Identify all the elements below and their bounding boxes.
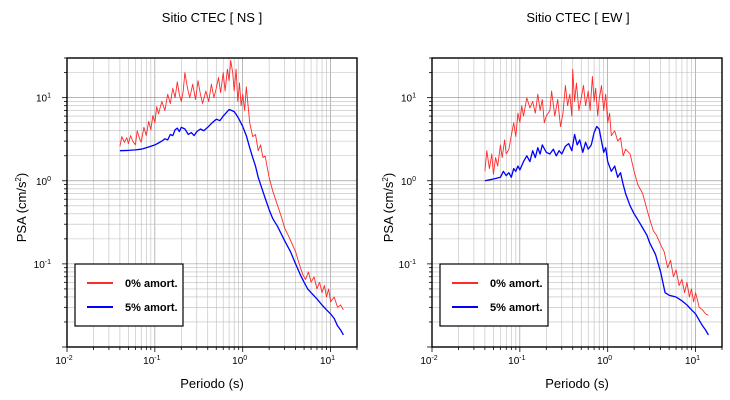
y-tick-label: 100: [401, 176, 416, 188]
ticks: [427, 57, 723, 352]
x-tick-base: 10: [508, 356, 520, 367]
x-tick-exponent: 1: [696, 355, 700, 362]
x-tick-label: 10-1: [508, 355, 525, 367]
y-tick-base: 10: [399, 260, 411, 271]
x-tick-label: 10-1: [143, 355, 160, 367]
chart-title: Sitio CTEC [ NS ]: [162, 10, 262, 25]
x-tick-base: 10: [320, 356, 332, 367]
x-tick-label: 10-2: [420, 355, 437, 367]
x-tick-label: 101: [685, 355, 700, 367]
y-axis-label-main: PSA (cm/s: [14, 181, 29, 242]
x-tick-label: 10-2: [55, 355, 72, 367]
y-tick-base: 10: [401, 177, 413, 188]
chart-ew: Sitio CTEC [ EW ]10-2 10-1 100 10110-110010…: [381, 10, 723, 391]
y-tick-base: 10: [34, 260, 46, 271]
grid: [66, 57, 358, 348]
legend-label: 0% amort.: [490, 278, 543, 290]
x-tick-base: 10: [420, 356, 432, 367]
x-tick-base: 10: [55, 356, 67, 367]
x-tick-base: 10: [232, 356, 244, 367]
x-tick-label: 101: [320, 355, 335, 367]
legend: 0% amort. 5% amort.: [74, 263, 184, 327]
legend-box: [74, 263, 184, 327]
y-tick-label: 101: [401, 93, 416, 105]
y-axis-label-end: ): [14, 173, 29, 177]
chart-ns: Sitio CTEC [ NS ]10-2 10-1 100 10110-110010…: [14, 10, 358, 391]
y-axis-label: PSA (cm/s2): [14, 173, 29, 242]
y-tick-exponent: -1: [45, 259, 51, 266]
x-tick-exponent: -2: [66, 355, 72, 362]
y-tick-exponent: 0: [412, 176, 416, 183]
y-tick-exponent: 1: [47, 93, 51, 100]
x-tick-exponent: 0: [243, 355, 247, 362]
x-tick-exponent: -2: [431, 355, 437, 362]
plot-frame: [66, 57, 358, 348]
y-axis-label-main: PSA (cm/s: [381, 181, 396, 242]
y-axis-label-superscript: 2: [381, 177, 390, 182]
x-tick-base: 10: [143, 356, 155, 367]
x-tick-exponent: -1: [154, 355, 160, 362]
x-tick-exponent: 1: [331, 355, 335, 362]
y-tick-label: 10-1: [399, 259, 416, 271]
x-tick-base: 10: [597, 356, 609, 367]
y-tick-base: 10: [401, 94, 413, 105]
legend-label: 0% amort.: [125, 278, 178, 290]
x-tick-base: 10: [685, 356, 697, 367]
y-tick-base: 10: [36, 177, 48, 188]
legend-box: [439, 263, 549, 327]
x-tick-label: 100: [597, 355, 612, 367]
x-tick-label: 100: [232, 355, 247, 367]
y-tick-label: 101: [36, 93, 51, 105]
x-tick-exponent: -1: [519, 355, 525, 362]
legend-label: 5% amort.: [490, 302, 543, 314]
chart-title: Sitio CTEC [ EW ]: [526, 10, 629, 25]
y-axis-label-end: ): [381, 173, 396, 177]
series-line-five-damping: [119, 108, 344, 336]
legend-label: 5% amort.: [125, 302, 178, 314]
y-axis-label: PSA (cm/s2): [381, 173, 396, 242]
y-tick-exponent: 0: [47, 176, 51, 183]
series-line-five-damping: [484, 125, 709, 336]
y-tick-base: 10: [36, 94, 48, 105]
legend: 0% amort. 5% amort.: [439, 263, 549, 327]
y-tick-exponent: -1: [410, 259, 416, 266]
x-axis-label: Periodo (s): [545, 376, 609, 391]
series-line-zero-damping: [119, 60, 344, 311]
y-axis-label-superscript: 2: [14, 177, 23, 182]
x-axis-label: Periodo (s): [180, 376, 244, 391]
x-tick-exponent: 0: [608, 355, 612, 362]
series-line-zero-damping: [484, 68, 709, 316]
ticks: [62, 57, 358, 352]
y-tick-label: 100: [36, 176, 51, 188]
y-tick-label: 10-1: [34, 259, 51, 271]
plot-frame: [431, 57, 723, 348]
y-tick-exponent: 1: [412, 93, 416, 100]
